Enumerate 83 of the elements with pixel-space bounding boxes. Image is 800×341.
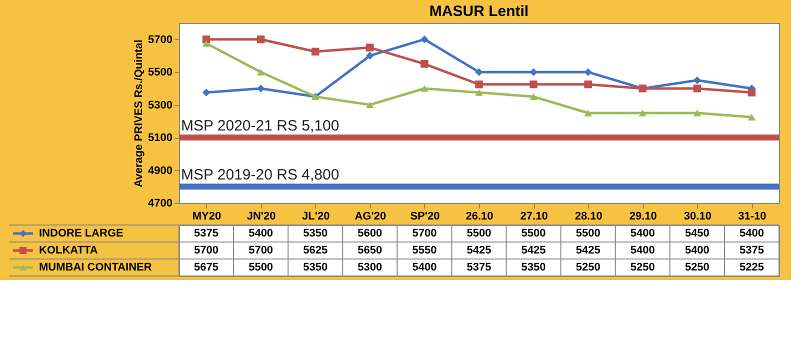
data-label: 5625 [303, 244, 328, 256]
point [420, 85, 428, 92]
data-label: 5700 [412, 228, 437, 240]
point [256, 68, 265, 76]
point [311, 48, 320, 56]
legend-label: MUMBAI CONTAINER [39, 262, 152, 274]
ref-line-label: MSP 2020-21 RS 5,100 [181, 118, 340, 135]
data-label: 5350 [303, 228, 328, 240]
x-tick-label: 29.10 [629, 210, 657, 222]
x-tick-label: JL'20 [302, 210, 330, 222]
data-label: 5500 [466, 228, 492, 240]
data-label: 5250 [684, 262, 710, 274]
data-label: 5400 [412, 262, 437, 274]
data-label: 5400 [739, 228, 764, 240]
point [530, 68, 538, 76]
point [638, 110, 647, 116]
data-label: 5350 [521, 262, 546, 274]
point [584, 80, 592, 88]
x-tick-label: 27.10 [520, 210, 548, 222]
point [420, 60, 428, 68]
point [420, 35, 428, 44]
point [693, 110, 702, 116]
point [202, 40, 210, 47]
data-label: 5550 [412, 244, 437, 256]
data-label: 5600 [358, 228, 382, 240]
x-tick-label: SP'20 [410, 210, 440, 222]
y-tick-label: 5100 [148, 132, 172, 144]
point [584, 110, 592, 116]
data-label: 5650 [358, 244, 382, 256]
data-label: 5425 [466, 244, 492, 256]
point [366, 101, 374, 108]
x-tick-label: MY20 [192, 210, 222, 222]
point [530, 93, 538, 100]
data-label: 5425 [521, 244, 546, 256]
data-label: 5225 [739, 262, 764, 274]
point [748, 88, 756, 96]
y-tick-label: 4900 [148, 164, 172, 177]
point [584, 68, 592, 76]
point [748, 114, 756, 120]
data-label: 5675 [194, 262, 219, 274]
y-tick-label: 4700 [148, 198, 172, 210]
point [475, 68, 483, 76]
data-label: 5400 [630, 244, 655, 256]
x-tick-label: 28.10 [574, 210, 602, 222]
point [693, 76, 702, 84]
data-label: 5500 [576, 228, 600, 240]
data-label: 5425 [576, 244, 600, 256]
point [475, 89, 483, 96]
ref-line-label: MSP 2019-20 RS 4,800 [181, 166, 340, 184]
point [693, 84, 702, 92]
data-label: 5250 [576, 262, 600, 274]
chart-title: MASUR Lentil [429, 3, 529, 20]
data-label: 5375 [466, 262, 492, 274]
x-tick-label: JN'20 [246, 210, 276, 222]
data-label: 5300 [358, 262, 382, 274]
legend-label: INDORE LARGE [39, 228, 124, 240]
point [530, 80, 538, 88]
y-tick-label: 5700 [148, 34, 172, 46]
point [366, 44, 374, 52]
data-label: 5250 [630, 262, 655, 274]
data-label: 5500 [521, 228, 546, 240]
y-tick-label: 5500 [148, 66, 172, 79]
data-label: 5400 [248, 228, 274, 240]
data-label: 5450 [684, 228, 710, 240]
data-label: 5700 [248, 244, 274, 256]
x-tick-label: AG'20 [354, 210, 386, 222]
data-label: 5400 [630, 228, 655, 240]
point [256, 35, 265, 44]
data-label: 5400 [684, 244, 710, 256]
y-tick-label: 5300 [148, 99, 172, 112]
x-tick-label: 31-10 [738, 210, 766, 222]
data-label: 5350 [303, 262, 328, 274]
data-label: 5375 [194, 228, 219, 240]
point [202, 88, 210, 96]
x-tick-label: 26.10 [466, 210, 494, 222]
point [366, 52, 374, 60]
data-label: 5375 [739, 244, 764, 256]
x-tick-label: 30.10 [684, 210, 712, 222]
data-label: 5500 [248, 262, 274, 274]
data-label: 5700 [194, 244, 219, 256]
point [475, 80, 483, 88]
y-axis-title: Average PRIVES Rs./Quintal [133, 40, 146, 188]
legend-label: KOLKATTA [39, 244, 98, 256]
